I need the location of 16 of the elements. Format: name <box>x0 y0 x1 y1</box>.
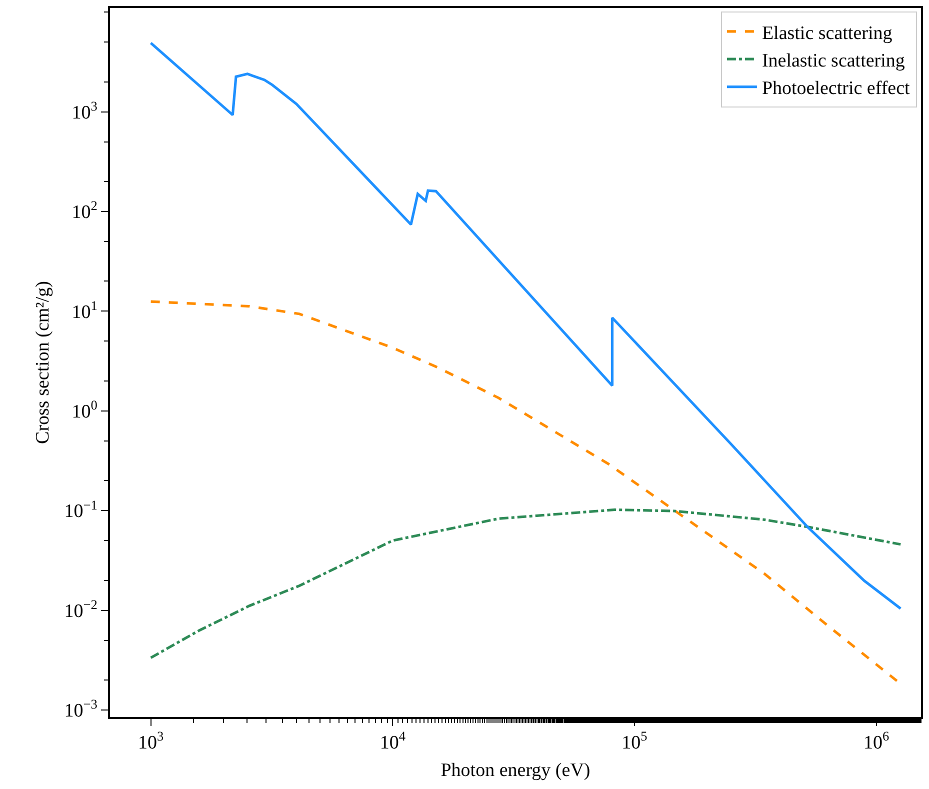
x-tick-label: 10$^{5}$ <box>622 728 648 754</box>
y-tick-label: 10$^{2}$ <box>72 198 98 224</box>
y-tick-label: 10$^{0}$ <box>72 398 98 423</box>
y-tick-label: 10$^{−1}$ <box>64 497 98 522</box>
x-axis-title: Photon energy (eV) <box>440 760 590 781</box>
x-tick-label: 10$^{6}$ <box>864 728 890 754</box>
y-tick-label: 10$^{−3}$ <box>64 696 98 722</box>
y-tick-label: 10$^{−2}$ <box>64 596 98 622</box>
x-tick-label: 10$^{3}$ <box>138 728 164 754</box>
x-tick-label: 10$^{4}$ <box>380 728 406 754</box>
y-tick-label: 10$^{1}$ <box>72 298 98 323</box>
legend-label: Elastic scattering <box>762 22 893 44</box>
y-tick-label: 10$^{3}$ <box>72 98 98 124</box>
legend-label: Photoelectric effect <box>762 78 911 100</box>
legend-label: Inelastic scattering <box>762 50 906 72</box>
y-axis-title: Cross section (cm²/g) <box>32 281 54 444</box>
